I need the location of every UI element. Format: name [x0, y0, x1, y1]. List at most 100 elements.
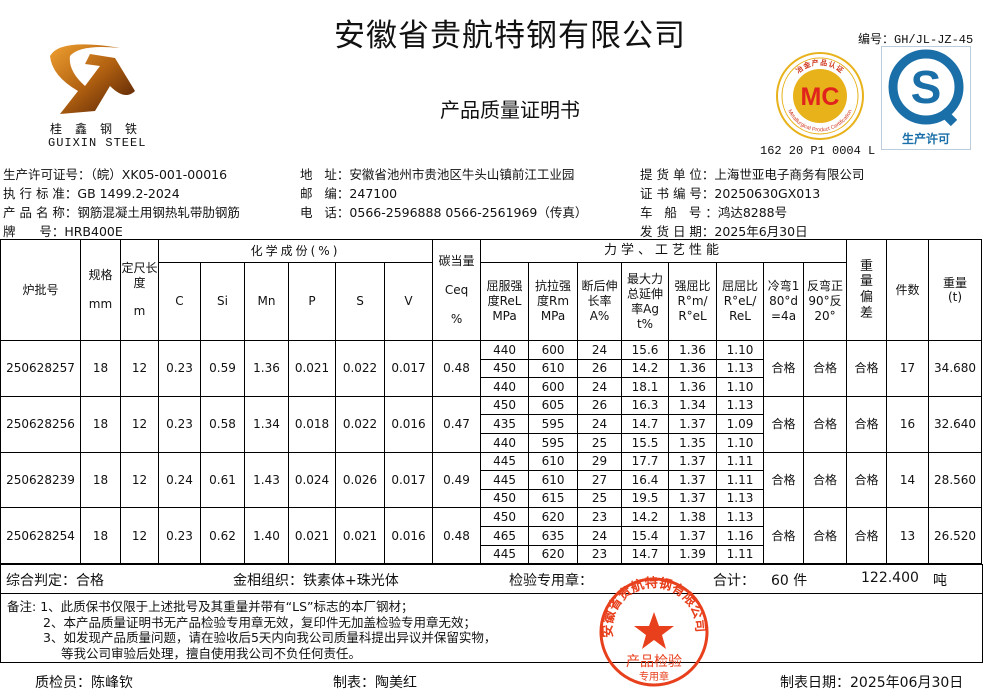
test-value: 1.38	[668, 507, 718, 527]
test-value: 1.13	[716, 395, 765, 416]
test-value: 23	[577, 545, 623, 565]
chem-value: 0.23	[158, 340, 201, 397]
test-value: 15.5	[621, 433, 670, 453]
chem-value: 0.026	[335, 451, 385, 509]
qs-logo-icon: S	[888, 49, 964, 127]
length: 12	[120, 395, 159, 453]
length: 12	[120, 507, 159, 565]
info-value: 上海世亚电子商务有限公司	[714, 167, 865, 182]
test-value: 29	[577, 451, 623, 472]
chem-value: 0.018	[288, 395, 336, 453]
chem-value: 0.61	[200, 451, 245, 509]
chem-value: 0.022	[335, 340, 385, 397]
inspector: 质检员：陈峰钦	[35, 675, 133, 691]
lot-number: 250628257	[0, 340, 81, 397]
weight-unit: 吨	[933, 573, 947, 589]
note-item: 3、如发现产品质量问题，请在验收后5天内向我公司质量科提出异议并保留实物，	[43, 630, 497, 645]
chem-value: 0.021	[288, 507, 336, 565]
test-value: 18.1	[621, 377, 670, 397]
header-length-label: 定尺长度	[121, 261, 158, 290]
info-value: HRB400E	[64, 224, 123, 239]
table-row: 465 635 24 15.4 1.37 1.16	[1, 526, 982, 546]
ceq-value: 0.49	[432, 451, 482, 509]
prepared-date: 制表日期：2025年06月30日	[780, 675, 964, 691]
header-mech-col: 反弯正90°反20°	[803, 262, 848, 341]
spec: 18	[80, 340, 121, 397]
header-weight-deviation: 重量偏差	[846, 239, 888, 341]
test-value: 445	[480, 451, 530, 472]
test-value: 25	[577, 433, 623, 453]
spec: 18	[80, 451, 121, 509]
chem-value: 1.34	[244, 395, 289, 453]
test-value: 26	[577, 359, 623, 379]
notes: 备注: 1、此质保书仅限于上述批号及其重量并带有“LS”标志的本厂钢材； 2、本…	[7, 599, 496, 661]
test-value: 1.37	[668, 489, 718, 509]
header-chem-s: S	[335, 262, 385, 341]
info-label: 证 书 编 号：	[640, 186, 715, 201]
test-value: 14.7	[621, 414, 670, 434]
header-mech-col: 强屈比R°m/R°eL	[668, 262, 718, 341]
logo-chinese-text: 桂鑫钢铁	[50, 122, 151, 136]
qs-production-license-badge: S 生产许可	[881, 46, 971, 150]
header-chem-mn: Mn	[244, 262, 289, 341]
chem-value: 0.23	[158, 507, 201, 565]
pieces: 16	[886, 395, 930, 453]
pieces: 13	[886, 507, 930, 565]
weight-deviation-result: 合格	[846, 507, 888, 565]
info-value: 安徽省池州市贵池区牛头山镇前江工业园	[349, 167, 575, 182]
total-label: 合计：	[713, 573, 755, 589]
rebend-result: 合格	[803, 340, 848, 397]
info-value: GB 1499.2-2024	[77, 186, 180, 201]
weight-deviation-result: 合格	[846, 340, 888, 397]
chem-value: 1.36	[244, 340, 289, 397]
chem-value: 0.23	[158, 395, 201, 453]
test-value: 1.39	[668, 545, 718, 565]
overall-verdict: 综合判定：合格	[6, 573, 104, 589]
header-mech-col: 冷弯180°d=4a	[763, 262, 805, 341]
svg-text:S: S	[911, 61, 942, 113]
test-value: 620	[528, 545, 579, 565]
test-value: 450	[480, 507, 530, 527]
header-chem-v: V	[383, 262, 434, 341]
test-value: 450	[480, 395, 530, 416]
spec: 18	[80, 507, 121, 565]
info-middle-2: 电 话：0566-2596888 0566-2561969（传真）	[300, 202, 587, 221]
cold-bend-result: 合格	[763, 395, 805, 453]
test-value: 1.36	[668, 340, 718, 360]
test-value: 600	[528, 377, 579, 397]
table-row: 250628239 18 12 0.24 0.61 1.43 0.024 0.026 0.017…	[0, 451, 983, 509]
cold-bend-result: 合格	[763, 507, 805, 565]
total-weight: 122.400	[861, 570, 919, 586]
test-value: 15.6	[621, 340, 670, 360]
svg-text:MC: MC	[801, 83, 840, 111]
test-value: 610	[528, 451, 579, 472]
note-item: 2、本产品质量证明书无产品检验专用章无效，复印件无加盖检验专用章无效；	[43, 614, 476, 630]
table-maker: 制表：陶美红	[333, 675, 417, 691]
weight-deviation-result: 合格	[846, 451, 888, 509]
info-label: 地 址：	[300, 167, 350, 182]
info-value: 鸿达8288号	[717, 205, 788, 220]
header-spec-label: 规格	[88, 268, 113, 283]
info-right-2: 车 船 号 ：鸿达8288号	[640, 202, 787, 221]
header-chem-c: C	[158, 262, 201, 341]
table-row: 250628257 18 12 0.23 0.59 1.36 0.021 0.022 0.017…	[0, 340, 983, 397]
test-value: 615	[528, 489, 579, 509]
test-value: 1.11	[716, 545, 765, 565]
chem-value: 0.24	[158, 451, 201, 509]
test-value: 1.10	[716, 433, 765, 453]
test-value: 1.37	[668, 451, 718, 472]
info-label: 车 船 号 ：	[640, 205, 718, 220]
test-value: 440	[480, 377, 530, 397]
test-value: 465	[480, 526, 530, 546]
length: 12	[120, 340, 159, 397]
lot-number: 250628254	[0, 507, 81, 565]
chem-value: 0.017	[383, 340, 434, 397]
spec: 18	[80, 395, 121, 453]
test-value: 1.36	[668, 359, 718, 379]
rebend-result: 合格	[803, 507, 848, 565]
test-value: 15.4	[621, 526, 670, 546]
test-value: 19.5	[621, 489, 670, 509]
stamp-line1: 产品检验	[626, 654, 682, 670]
info-left-2: 产 品 名 称：钢筋混凝土用钢热轧带肋钢筋	[3, 202, 240, 221]
test-value: 24	[577, 377, 623, 397]
